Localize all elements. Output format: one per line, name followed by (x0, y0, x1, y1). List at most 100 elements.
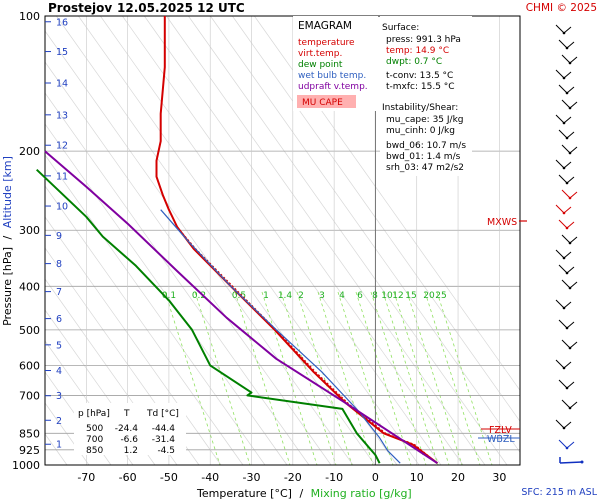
wind-barb-dot (562, 31, 566, 35)
surface-temperature: temp: 14.9 °C (386, 46, 449, 56)
wind-barb-flag (563, 421, 572, 429)
wind-barb (558, 439, 575, 450)
plot-frame (44, 15, 521, 466)
wind-barb (558, 174, 575, 185)
wind-barb (558, 39, 575, 50)
wind-barb (555, 204, 572, 215)
wind-barb-dot (568, 151, 572, 155)
legend-box: EMAGRAM temperature virt.temp. dew point… (293, 16, 378, 111)
mixing-ratio-label: 6 (357, 291, 363, 301)
series-line-temperature (155, 16, 439, 464)
temperature-tick-label: -30 (243, 471, 261, 484)
wind-barb-flag (563, 71, 572, 79)
instability-heading: Instability/Shear: (382, 103, 458, 113)
x-axis-separator: / (299, 487, 303, 500)
mixing-ratio-line (382, 291, 439, 466)
dry-adiabat (44, 216, 222, 466)
wind-barb-flag (563, 161, 572, 169)
temperature-tick-label: -40 (201, 471, 219, 484)
altitude-tick-label: 12 (56, 141, 68, 152)
surface-dewpoint: dwpt: 0.7 °C (386, 57, 442, 67)
table-row-500-t: -24.4 (115, 424, 139, 434)
pressure-tick-label: 600 (19, 359, 40, 372)
altitude-tick-label: 1 (56, 440, 62, 451)
temperature-tick-label: -50 (160, 471, 178, 484)
dry-adiabat (44, 92, 310, 466)
wind-barb-flag (563, 361, 572, 369)
mixing-ratio-line (406, 291, 463, 466)
wind-barb-dot (568, 286, 572, 290)
dry-adiabat (188, 15, 508, 466)
wind-barb-flag (566, 86, 575, 94)
wind-barb (555, 159, 572, 170)
wind-barb-dot (565, 226, 569, 230)
dry-adiabat (44, 154, 266, 466)
wind-barb-staff (555, 419, 565, 429)
wind-barb (558, 379, 575, 390)
altitude-tick-label: 7 (56, 287, 62, 298)
mixing-ratio-line (393, 291, 450, 466)
dry-adiabat (144, 15, 464, 466)
table-header-t: T (123, 409, 130, 419)
wind-barb-staff (561, 339, 571, 349)
mixing-ratio-label: 2 (298, 291, 304, 301)
y-axis-separator: / (1, 235, 14, 239)
sounding-datetime: 12.05.2025 12 UTC (117, 1, 245, 15)
wind-barb-flag (566, 41, 575, 49)
series-line-udpraft-v-temp (44, 150, 438, 465)
mixing-ratio-label: 4 (339, 291, 345, 301)
table-header-td: Td [°C] (146, 409, 179, 419)
wind-barb (555, 114, 572, 125)
dry-adiabat (100, 15, 420, 466)
dry-adiabat (232, 15, 521, 422)
wind-barb-dot (562, 166, 566, 170)
pressure-tick-label: 1000 (12, 459, 40, 472)
wind-barb-staff (561, 144, 571, 154)
mixing-ratio-label: 12 (392, 291, 403, 301)
wind-barb-dot (565, 136, 569, 140)
wind-barb-dot (565, 386, 569, 390)
temperature-tick-label: 10 (410, 471, 424, 484)
wind-barb-dot (565, 446, 569, 450)
altitude-tick-label: 9 (56, 231, 62, 242)
dry-adiabat (210, 15, 521, 453)
pressure-tick-label: 200 (19, 145, 40, 158)
mixing-ratio-line (436, 291, 493, 466)
legend-virtual-temperature: virt.temp. (298, 49, 342, 59)
wind-barb (561, 279, 578, 290)
surface-pressure: press: 991.3 hPa (386, 35, 461, 45)
temperature-tick-label: -60 (119, 471, 137, 484)
wind-barb-flag (566, 266, 575, 274)
wind-barb-dot (568, 346, 572, 350)
wind-barb-staff (558, 219, 568, 229)
x-axis-temperature-label: Temperature [°C] (196, 487, 292, 500)
wind-barb-dot (562, 426, 566, 430)
y-axis-label: Pressure [hPa] / Altitude [km] (1, 156, 14, 326)
temperature-tick-label: -10 (325, 471, 343, 484)
wind-barb (555, 419, 572, 430)
legend-updraft-vtemp: udpraft v.temp. (298, 82, 368, 92)
wind-barb (561, 144, 578, 155)
temperature-tick-label: -70 (77, 471, 95, 484)
legend-title: EMAGRAM (298, 20, 352, 32)
temperature-tick-label: 30 (492, 471, 506, 484)
wind-barb-dot (568, 106, 572, 110)
mixing-ratio-line (234, 291, 291, 466)
mixing-ratio-line (296, 291, 353, 466)
altitude-tick-label: 15 (56, 47, 68, 58)
wind-barb (561, 189, 578, 200)
wind-barb-flag (563, 251, 572, 259)
wind-barb-staff (561, 99, 571, 109)
mu-cinh-value: mu_cinh: 0 J/kg (386, 126, 455, 136)
altitude-tick-label: 13 (56, 110, 68, 121)
wind-barb-staff (555, 69, 565, 79)
wind-barb-staff (561, 279, 571, 289)
wind-barb-surface (559, 457, 584, 464)
pressure-tick-label: 500 (19, 324, 40, 337)
wind-barb-flag (563, 26, 572, 34)
legend-dew-point: dew point (298, 60, 343, 70)
wind-barb-dot (562, 211, 566, 215)
series-line-dew-point (36, 168, 381, 464)
